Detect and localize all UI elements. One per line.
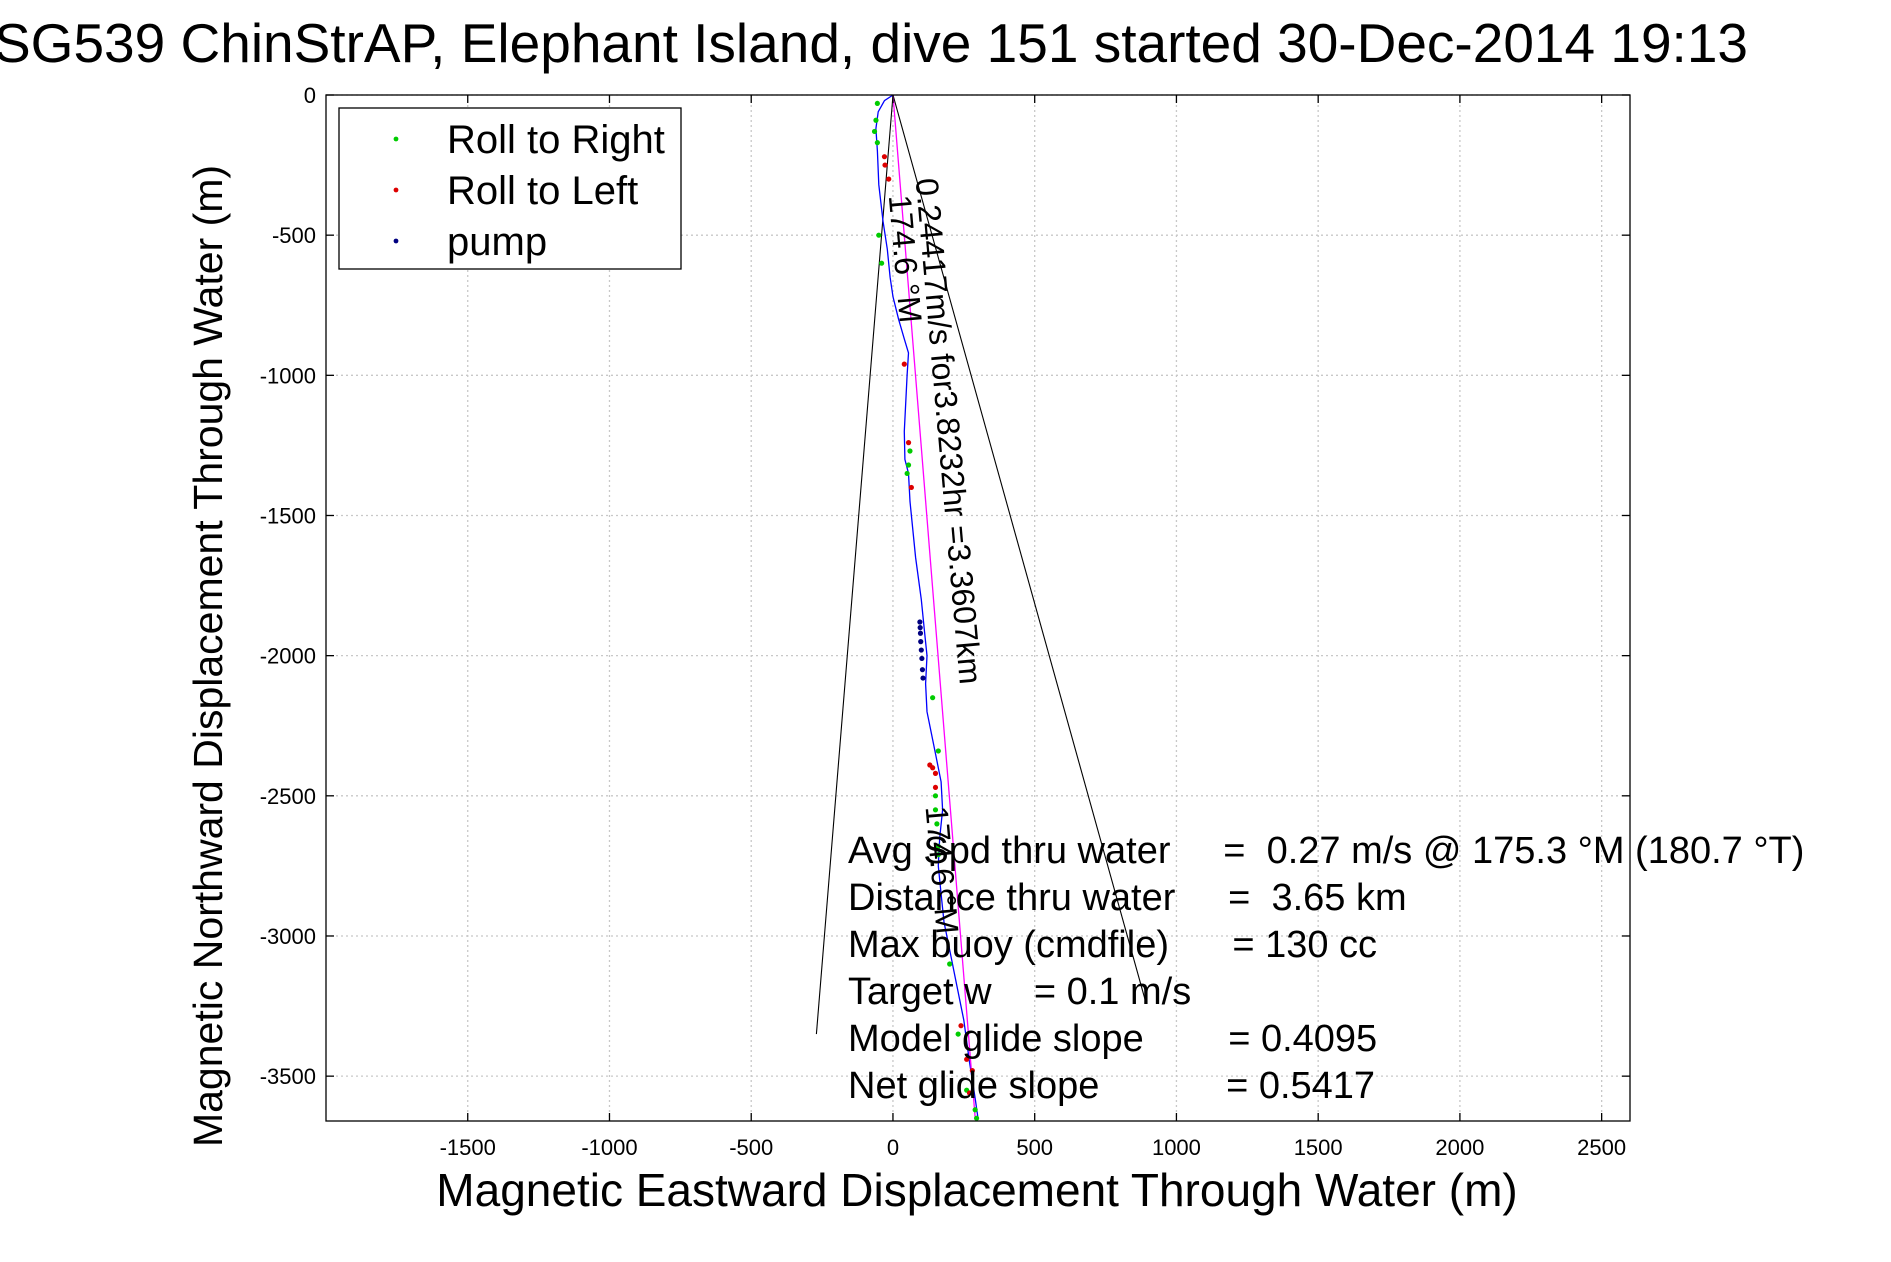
roll-left-point [958, 1023, 964, 1029]
roll-left-point [886, 176, 892, 182]
dive-track [875, 94, 979, 1119]
roll-right-point [876, 232, 882, 238]
roll-right-point [874, 140, 880, 146]
pump-point [918, 639, 924, 645]
x-tick-label: 2000 [1435, 1135, 1484, 1160]
roll-right-point [905, 462, 912, 468]
roll-right-point [947, 961, 953, 967]
roll-right-point [955, 1031, 961, 1037]
heading-wedge [815, 94, 1146, 1035]
roll-right-point [934, 821, 940, 827]
roll-left-point [964, 1056, 970, 1062]
axes-box [325, 94, 1631, 1122]
pump-point [919, 667, 926, 673]
roll-left-point [966, 1090, 973, 1096]
legend: Roll to Right Roll to Left pump [338, 107, 682, 270]
chart-title: SG539 ChinStrAP, Elephant Island, dive 1… [0, 12, 1748, 74]
roll-right-point [932, 793, 939, 799]
y-tick-label: -500 [272, 223, 316, 248]
pump-point [917, 619, 923, 625]
pump-point [920, 675, 926, 681]
legend-label: pump [447, 220, 547, 264]
roll-left-point [908, 484, 914, 491]
roll-right-point [879, 260, 885, 266]
course-line [892, 94, 976, 1119]
roll-left-point [901, 361, 907, 367]
roll-left-point [930, 765, 936, 771]
y-tick-label: 0 [304, 83, 316, 108]
roll-right-point [972, 1107, 978, 1113]
roll-right-point [930, 695, 936, 701]
y-tick-label: -3000 [260, 924, 316, 949]
stats-line: Net glide slope = 0.5417 [848, 1065, 1375, 1107]
pump-point [917, 625, 923, 631]
x-tick-label: -1500 [440, 1135, 496, 1160]
y-tick-label: -3500 [260, 1064, 316, 1089]
roll-right-point [973, 1115, 980, 1121]
x-tick-label: 1000 [1152, 1135, 1201, 1160]
roll-left-point [881, 154, 888, 160]
pump-point [917, 630, 924, 636]
x-tick-label: 2500 [1577, 1135, 1626, 1160]
roll-right-point [871, 128, 878, 135]
x-tick-label: 500 [1016, 1135, 1053, 1160]
roll-left-point [932, 770, 939, 776]
legend-marker [393, 187, 399, 193]
legend-label: Roll to Right [447, 118, 665, 162]
roll-left-point [905, 440, 912, 446]
heading-wedge-edge [892, 94, 1146, 1001]
roll-left-point [969, 1067, 975, 1074]
y-tick-label: -1500 [260, 503, 316, 528]
roll-right-point [935, 748, 941, 754]
roll-left-point [882, 162, 888, 168]
stats-line: Distance thru water = 3.65 km [848, 877, 1407, 919]
roll-right-point [907, 448, 913, 454]
stats-line: Model glide slope = 0.4095 [848, 1018, 1377, 1060]
stats-line: Target w = 0.1 m/s [848, 971, 1191, 1013]
roll-right-point [935, 852, 941, 858]
x-tick-label: -1000 [581, 1135, 637, 1160]
data-points [871, 100, 980, 1121]
roll-left-point [932, 784, 939, 791]
pump-point [919, 655, 925, 662]
x-tick-label: 1500 [1294, 1135, 1343, 1160]
y-axis-label: Magnetic Northward Displacement Through … [185, 165, 231, 1147]
heading-wedge-edge [815, 94, 894, 1035]
y-tick-label: -2000 [260, 644, 316, 669]
legend-marker [393, 238, 399, 244]
roll-right-point [935, 843, 941, 849]
stats-line: Avg Spd thru water = 0.27 m/s @ 175.3 °M… [848, 830, 1804, 872]
stats-line: Max buoy (cmdfile) = 130 cc [848, 924, 1377, 966]
y-tick-label: -1000 [260, 363, 316, 388]
roll-right-point [873, 117, 879, 123]
x-tick-label: -500 [729, 1135, 773, 1160]
roll-right-point [932, 807, 939, 813]
y-tick-label: -2500 [260, 784, 316, 809]
dive-track-line [875, 94, 979, 1119]
roll-right-point [904, 470, 910, 477]
x-tick-label: 0 [887, 1135, 899, 1160]
legend-marker [393, 136, 399, 142]
pump-point [918, 647, 924, 653]
axis-ticks: -1500 -1000 -500 0 500 1000 1500 2000 2500 0 -500 -… [260, 83, 1630, 1160]
x-axis-label: Magnetic Eastward Displacement Through W… [436, 1164, 1517, 1216]
roll-right-point [874, 100, 880, 107]
legend-label: Roll to Left [447, 169, 638, 213]
